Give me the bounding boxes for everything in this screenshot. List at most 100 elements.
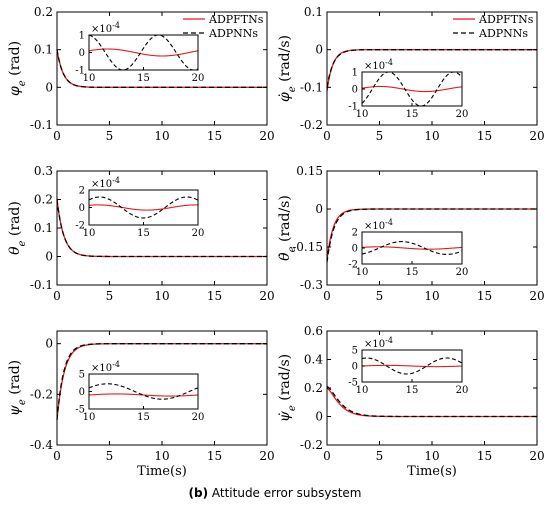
legend-label-adpftns: ADPFTNs: [478, 13, 534, 26]
series-line-adpnns: [326, 208, 537, 263]
y-axis-label: θ̇e (rad/s): [277, 195, 298, 261]
inset-theta: 20-210 15 20×10-4: [75, 176, 204, 240]
x-tick-label: 15: [207, 129, 222, 143]
inset-x-tick-label: 20: [192, 228, 205, 239]
y-tick-label: -0.1: [30, 278, 53, 292]
x-tick-label: 20: [529, 449, 544, 463]
inset-x-tick-label: 20: [456, 109, 469, 120]
inset-y-tick-label: -5: [75, 405, 85, 416]
inset-y-tick-label: 0: [79, 387, 85, 398]
inset-y-tick-label: 5: [352, 346, 358, 357]
inset-exponent-label: ×10-4: [91, 360, 120, 375]
inset-y-tick-label: -5: [348, 378, 358, 389]
inset-x-tick-label: 15: [406, 267, 419, 278]
y-tick-label: -0.2: [300, 438, 323, 452]
y-tick-label: 0: [45, 250, 53, 264]
x-tick-label: 0: [323, 129, 331, 143]
inset-series-adpftns: [361, 246, 463, 250]
inset-x-tick-label: 20: [456, 385, 469, 396]
inset-background: [88, 189, 199, 226]
panel-dpsi: 0.60.40.20-0.20 5 10 15 20ψ̇e (rad/s)Time(s)…: [277, 324, 545, 479]
legend-label-adpnns: ADPNNs: [478, 27, 528, 40]
inset-x-tick-label: 20: [192, 412, 205, 423]
x-tick-label: 10: [154, 289, 169, 303]
panel-dphi: 0.10-0.1-0.20 5 10 15 20φ̇e (rad/s)ADPFTNsAD…: [277, 5, 545, 143]
x-tick-label: 0: [53, 449, 61, 463]
inset-series-adpnns: [88, 383, 199, 400]
x-tick-label: 10: [154, 129, 169, 143]
inset-phi: 10-110 15 20×10-4: [75, 21, 204, 85]
inset-series-adpftns: [88, 48, 199, 57]
x-tick-label: 15: [207, 289, 222, 303]
legend-label-adpnns: ADPNNs: [208, 27, 258, 40]
inset-x-tick-label: 15: [137, 73, 150, 84]
y-tick-label: 0.2: [34, 5, 53, 19]
x-tick-label: 5: [376, 449, 384, 463]
inset-series-adpnns: [88, 196, 199, 219]
inset-exponent-label: ×10-4: [91, 176, 120, 191]
x-tick-label: 20: [529, 129, 544, 143]
inset-x-tick-label: 10: [83, 228, 96, 239]
inset-y-tick-label: 0: [79, 48, 85, 59]
x-tick-label: 0: [323, 449, 331, 463]
x-tick-label: 5: [106, 449, 114, 463]
inset-x-tick-label: 10: [356, 109, 369, 120]
y-tick-label: 0.3: [34, 164, 53, 178]
inset-background: [88, 34, 199, 71]
x-tick-label: 10: [424, 289, 439, 303]
inset-x-tick-label: 10: [83, 73, 96, 84]
caption-letter: (b): [188, 486, 209, 500]
inset-x-tick-label: 15: [137, 412, 150, 423]
inset-series-adpftns: [361, 364, 463, 368]
x-axis-label: Time(s): [137, 464, 187, 479]
inset-x-tick-label: 15: [406, 109, 419, 120]
caption-text: Attitude error subsystem: [211, 486, 362, 500]
inset-x-tick-label: 15: [406, 385, 419, 396]
y-tick-label: -0.2: [30, 387, 53, 401]
inset-series-adpnns: [361, 357, 463, 375]
inset-y-tick-label: 2: [352, 228, 358, 239]
series-line-adpnns: [56, 49, 267, 88]
inset-y-tick-label: -1: [75, 66, 85, 77]
inset-y-tick-label: 2: [79, 186, 85, 197]
y-axis-label: φ̇e (rad/s): [277, 35, 298, 102]
y-tick-label: 0.1: [34, 221, 53, 235]
x-tick-label: 10: [154, 449, 169, 463]
inset-series-adpftns: [361, 85, 463, 93]
x-tick-label: 10: [424, 449, 439, 463]
inset-dphi: 10-110 15 20×10-4: [348, 58, 468, 121]
y-tick-label: -0.3: [300, 278, 323, 292]
y-tick-label: -0.2: [300, 118, 323, 132]
x-tick-label: 15: [477, 449, 492, 463]
x-tick-label: 20: [259, 129, 274, 143]
inset-y-tick-label: 0: [352, 362, 358, 373]
y-tick-label: 0.15: [296, 164, 323, 178]
inset-y-tick-label: 1: [79, 31, 85, 42]
series-line-adpnns: [56, 343, 267, 420]
inset-x-tick-label: 20: [456, 267, 469, 278]
y-tick-label: 0: [315, 202, 323, 216]
legend-label-adpftns: ADPFTNs: [208, 13, 264, 26]
y-tick-label: -0.15: [292, 240, 323, 254]
inset-series-adpftns: [88, 204, 199, 211]
inset-series-adpnns: [361, 71, 463, 107]
x-tick-label: 15: [477, 129, 492, 143]
inset-psi: 5 0 -510 15 20 ×10-4: [75, 360, 204, 424]
x-tick-label: 5: [106, 129, 114, 143]
y-tick-label: -0.4: [30, 438, 54, 452]
panel-dtheta: 0.150-0.15-0.30 5 10 15 20θ̇e (rad/s) 20-210 1…: [277, 164, 545, 303]
series-line-adpnns: [56, 199, 267, 258]
inset-y-tick-label: 5: [79, 370, 85, 381]
inset-y-tick-label: 0: [352, 85, 358, 96]
x-tick-label: 0: [53, 289, 61, 303]
y-tick-label: -0.1: [300, 80, 323, 94]
y-tick-label: 0.4: [304, 353, 323, 367]
inset-y-tick-label: -2: [348, 260, 358, 271]
x-tick-label: 20: [259, 449, 274, 463]
inset-exponent-label: ×10-4: [364, 218, 393, 233]
inset-dpsi: 5 0 -510 15 20 ×10-4: [348, 336, 468, 397]
y-tick-label: 0: [315, 43, 323, 57]
y-axis-label: θe (rad): [7, 201, 28, 255]
inset-background: [88, 373, 199, 410]
inset-y-tick-label: 0: [79, 203, 85, 214]
